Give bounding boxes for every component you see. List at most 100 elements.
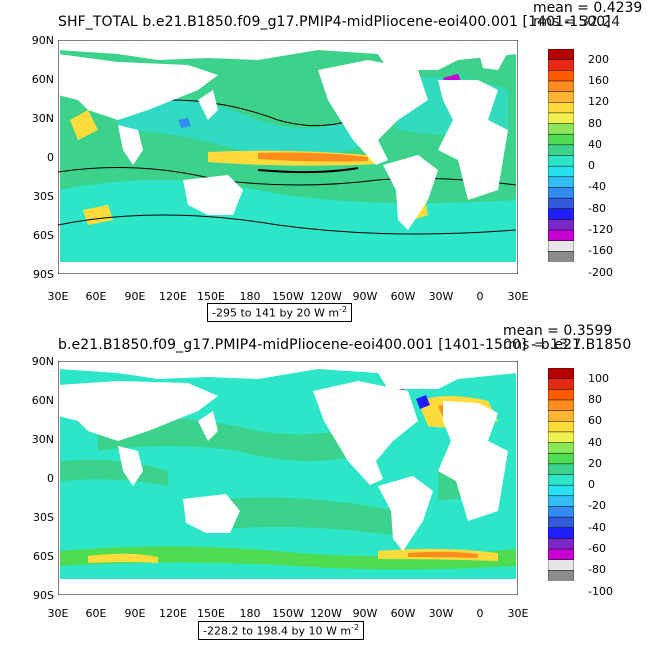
lon-label: 30E: [47, 607, 69, 620]
lon-label: 60E: [85, 290, 107, 303]
colorbar-swatch: [547, 144, 575, 157]
north-pacific-field: [118, 97, 378, 158]
colorbar-swatch: [547, 495, 575, 508]
colorbar-tick-label: 80: [588, 116, 602, 130]
colorbar-swatch: [547, 570, 575, 582]
colorbar-tick-label: -200: [588, 265, 613, 279]
colorbar-swatch: [547, 197, 575, 210]
colorbar-swatch: [547, 399, 575, 412]
colorbar-swatch: [547, 165, 575, 178]
colorbar-tick-label: -40: [588, 520, 606, 534]
colorbar-tick-label: -100: [588, 584, 613, 598]
lon-label: 60E: [85, 607, 107, 620]
colorbar-tick-label: 20: [588, 456, 602, 470]
contour-line: [58, 214, 517, 235]
antarctica-mask: [58, 262, 518, 274]
lon-label: 0: [476, 290, 484, 303]
colorbar-swatch: [547, 506, 575, 518]
colorbar-tick-label: 0: [588, 159, 595, 173]
north-pacific-anomaly: [98, 417, 378, 461]
lat-label: 60S: [33, 550, 54, 563]
cold-spot-kuroshio: [178, 118, 191, 128]
lon-label: 150W: [272, 290, 304, 303]
colorbar-swatch: [547, 251, 575, 263]
lat-label: 90S: [33, 268, 54, 281]
colorbar-swatch: [547, 187, 575, 199]
lat-label: 90N: [31, 34, 54, 47]
colorbar-swatch: [547, 133, 575, 146]
lon-label: 60W: [390, 290, 416, 303]
colorbar-tick-label: 60: [588, 414, 602, 428]
bottom-map-panel: b.e21.B1850.f09_g17.PMIP4-midPliocene-eo…: [0, 323, 647, 647]
colorbar-swatch: [547, 516, 575, 529]
bottom-colorbar: [547, 367, 575, 582]
bottom-map-title: b.e21.B1850.f09_g17.PMIP4-midPliocene-eo…: [58, 337, 632, 353]
colorbar-swatch: [547, 176, 575, 189]
warm-patch-arabian: [70, 110, 98, 140]
bottom-range-box: -228.2 to 198.4 by 10 W m-2: [198, 621, 365, 640]
lon-label: 180: [239, 290, 261, 303]
lon-label: 90W: [352, 290, 378, 303]
land-mask: [58, 40, 518, 230]
top-map-title: SHF_TOTAL b.e21.B1850.f09_g17.PMIP4-midP…: [58, 14, 611, 30]
colorbar-tick-label: 200: [588, 52, 609, 66]
colorbar-swatch: [547, 155, 575, 167]
agulhas-warm: [88, 553, 158, 563]
lon-label: 150E: [197, 290, 225, 303]
colorbar-tick-label: -20: [588, 499, 606, 513]
lon-label: 90W: [352, 607, 378, 620]
lon-label: 150W: [272, 607, 304, 620]
colorbar-swatch: [547, 442, 575, 454]
colorbar-swatch: [547, 367, 575, 380]
colorbar-swatch: [547, 91, 575, 103]
lat-label: 30S: [33, 190, 54, 203]
range-text: -295 to 141 by 20 W m: [212, 306, 340, 320]
colorbar-tick-label: 120: [588, 95, 609, 109]
lon-label: 30E: [507, 607, 529, 620]
antarctica-mask: [58, 579, 518, 595]
lon-label: 90E: [124, 607, 146, 620]
colorbar-tick-label: -80: [588, 201, 606, 215]
colorbar-tick-label: 80: [588, 392, 602, 406]
lon-label: 150E: [197, 607, 225, 620]
lon-label: 0: [476, 607, 484, 620]
top-rms-label: rms = 32.24: [533, 14, 621, 30]
colorbar-swatch: [547, 559, 575, 572]
top-colorbar: [547, 48, 575, 263]
colorbar-swatch: [547, 421, 575, 433]
lon-label: 30W: [428, 290, 454, 303]
top-map-panel: SHF_TOTAL b.e21.B1850.f09_g17.PMIP4-midP…: [0, 0, 647, 323]
lat-label: 60N: [31, 394, 54, 407]
colorbar-swatch: [547, 229, 575, 242]
southern-ocean-field: [60, 180, 516, 262]
bottom-map-plot: [58, 361, 518, 595]
bottom-rms-label: rms = 13.7: [503, 337, 582, 353]
colorbar-tick-label: -160: [588, 244, 613, 258]
colorbar-swatch: [547, 484, 575, 497]
colorbar-swatch: [547, 219, 575, 231]
lon-label: 60W: [390, 607, 416, 620]
land-mask: [58, 361, 518, 551]
contour-zero-line: [257, 167, 359, 174]
colorbar-tick-label: 40: [588, 435, 602, 449]
colorbar-swatch: [547, 240, 575, 253]
top-mean-label: mean = 0.4239: [533, 0, 643, 16]
lat-label: 90S: [33, 589, 54, 602]
lon-label: 30E: [507, 290, 529, 303]
lat-label: 0: [47, 151, 54, 164]
colorbar-swatch: [547, 123, 575, 135]
colorbar-swatch: [547, 527, 575, 540]
colorbar-tick-label: -40: [588, 180, 606, 194]
lon-label: 120E: [159, 290, 187, 303]
lon-label: 120E: [159, 607, 187, 620]
lat-label: 60N: [31, 73, 54, 86]
south-pacific-anomaly: [198, 497, 398, 536]
colorbar-tick-label: -120: [588, 223, 613, 237]
top-colorbar-svg: [547, 48, 575, 263]
lon-label: 180: [239, 607, 261, 620]
colorbar-swatch: [547, 452, 575, 465]
colorbar-tick-label: 100: [588, 371, 609, 385]
lat-label: 0: [47, 472, 54, 485]
colorbar-tick-label: 160: [588, 73, 609, 87]
southern-band: [60, 546, 516, 570]
